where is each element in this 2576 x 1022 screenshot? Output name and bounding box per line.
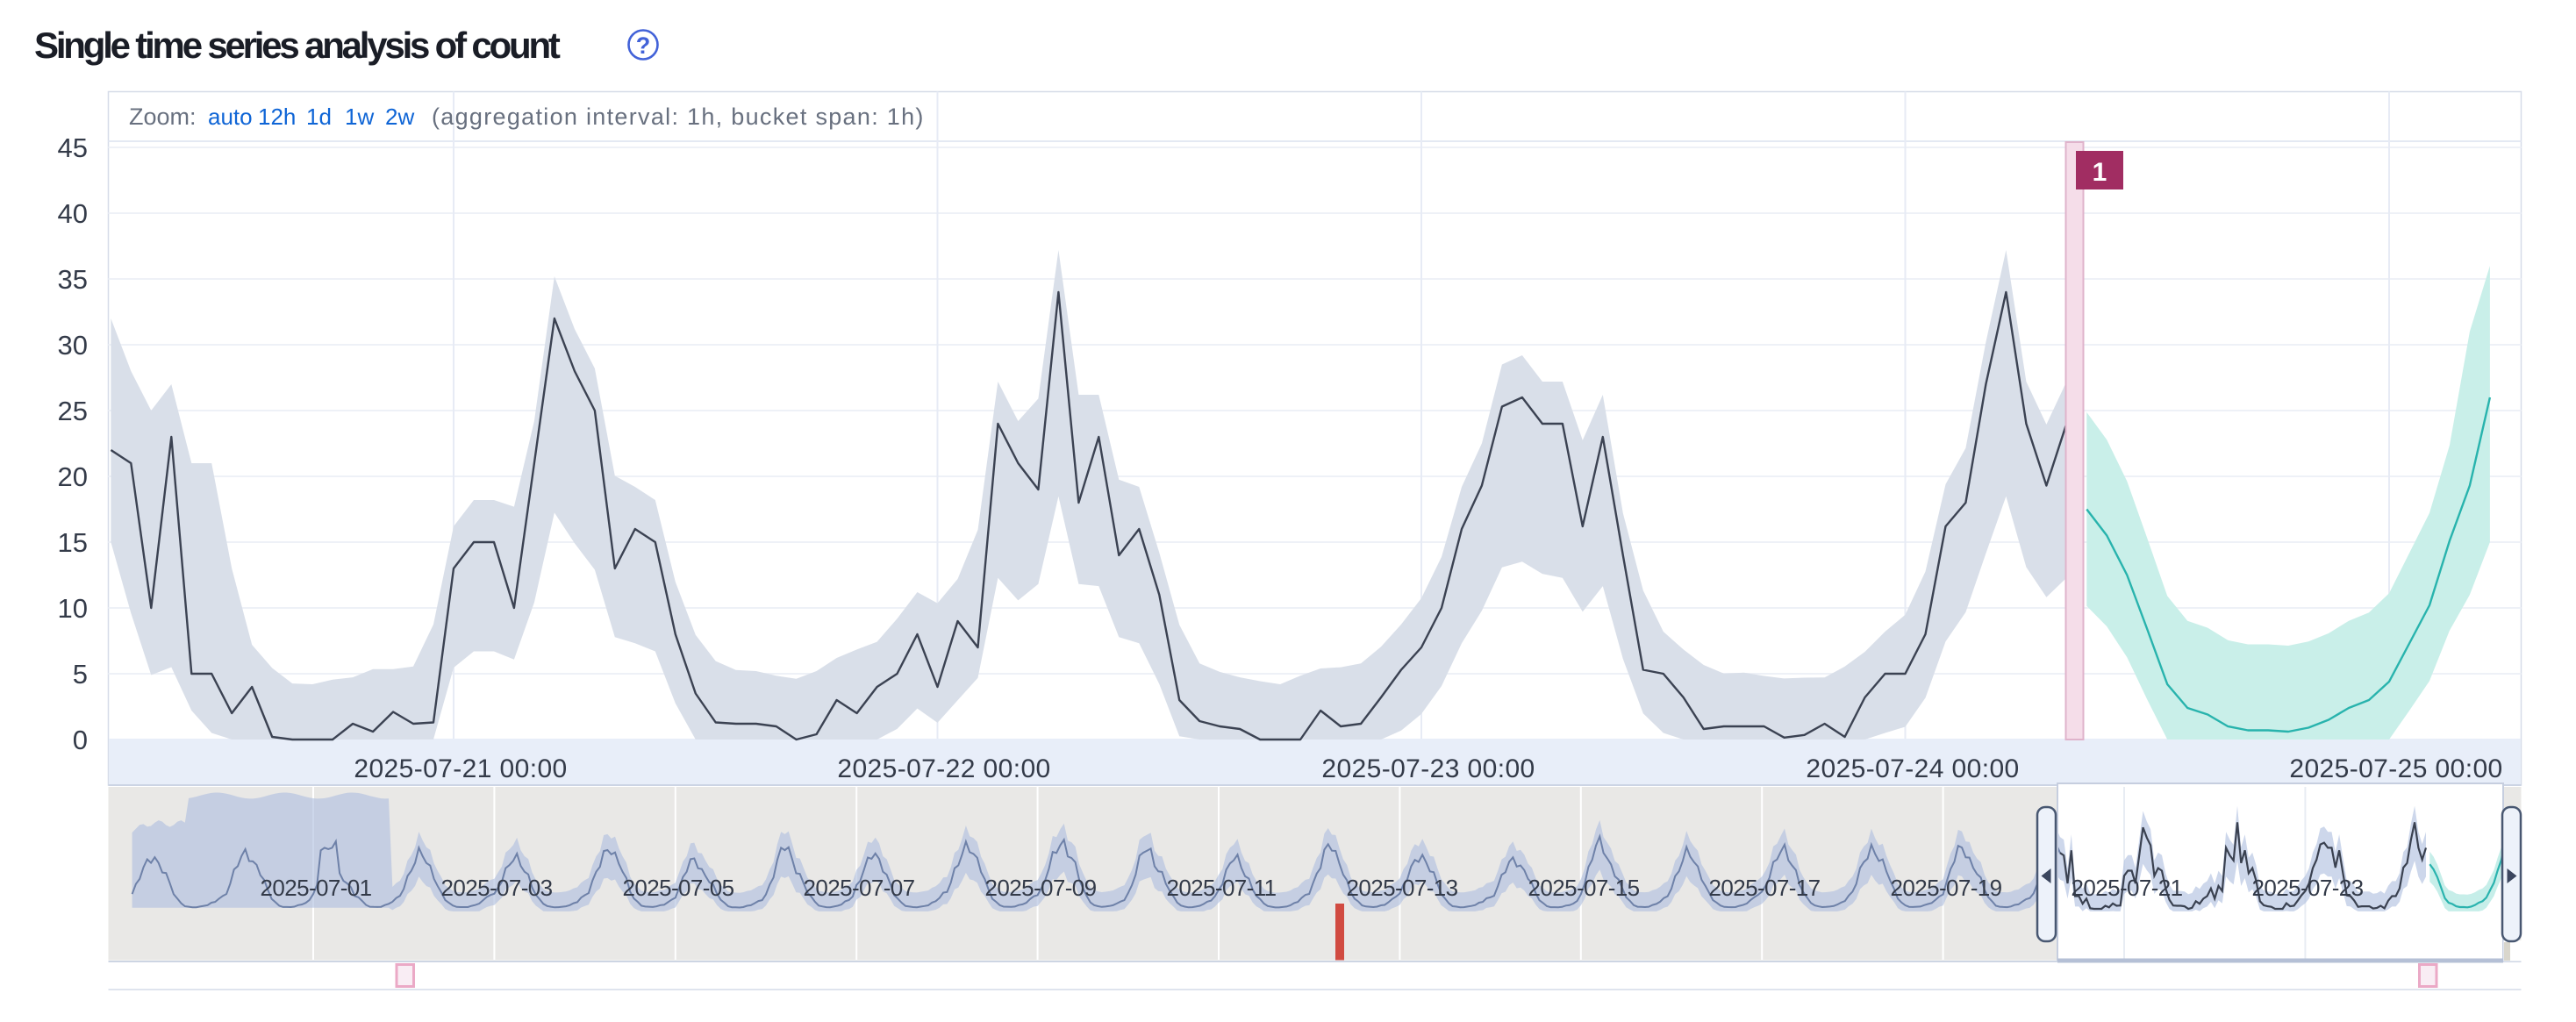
- svg-text:2025-07-23: 2025-07-23: [2252, 875, 2364, 901]
- svg-text:2025-07-22 00:00: 2025-07-22 00:00: [837, 754, 1050, 783]
- svg-text:2025-07-17: 2025-07-17: [1709, 875, 1821, 901]
- svg-text:20: 20: [58, 461, 88, 492]
- svg-text:45: 45: [58, 132, 88, 163]
- svg-text:5: 5: [73, 659, 88, 690]
- svg-text:35: 35: [58, 264, 88, 295]
- svg-text:?: ?: [636, 32, 651, 59]
- svg-text:0: 0: [73, 725, 88, 755]
- svg-text:30: 30: [58, 330, 88, 361]
- svg-text:2025-07-25 00:00: 2025-07-25 00:00: [2289, 754, 2502, 783]
- svg-text:Single time series analysis of: Single time series analysis of count: [34, 25, 561, 66]
- svg-text:2025-07-09: 2025-07-09: [985, 875, 1097, 901]
- svg-text:auto: auto: [208, 104, 253, 130]
- svg-text:2025-07-13: 2025-07-13: [1347, 875, 1458, 901]
- svg-text:1d: 1d: [306, 104, 332, 130]
- svg-text:2025-07-19: 2025-07-19: [1891, 875, 2002, 901]
- svg-text:1w: 1w: [345, 104, 374, 130]
- svg-text:2025-07-21: 2025-07-21: [2072, 875, 2183, 901]
- svg-text:2025-07-15: 2025-07-15: [1528, 875, 1640, 901]
- svg-text:2025-07-11: 2025-07-11: [1166, 875, 1276, 901]
- svg-text:2025-07-24 00:00: 2025-07-24 00:00: [1806, 754, 2019, 783]
- svg-text:2025-07-07: 2025-07-07: [804, 875, 915, 901]
- svg-text:2w: 2w: [385, 104, 414, 130]
- svg-text:2025-07-03: 2025-07-03: [441, 875, 553, 901]
- svg-text:15: 15: [58, 527, 88, 558]
- svg-text:25: 25: [58, 396, 88, 426]
- svg-text:1: 1: [2093, 158, 2107, 187]
- svg-text:2025-07-23 00:00: 2025-07-23 00:00: [1321, 754, 1535, 783]
- svg-text:(aggregation interval: 1h, buc: (aggregation interval: 1h, bucket span: …: [432, 104, 925, 130]
- svg-text:40: 40: [58, 198, 88, 229]
- svg-text:2025-07-01: 2025-07-01: [261, 875, 372, 901]
- svg-text:2025-07-05: 2025-07-05: [623, 875, 734, 901]
- svg-text:2025-07-21 00:00: 2025-07-21 00:00: [354, 754, 567, 783]
- svg-text:10: 10: [58, 593, 88, 624]
- svg-text:Zoom:: Zoom:: [129, 104, 197, 130]
- svg-text:12h: 12h: [258, 104, 296, 130]
